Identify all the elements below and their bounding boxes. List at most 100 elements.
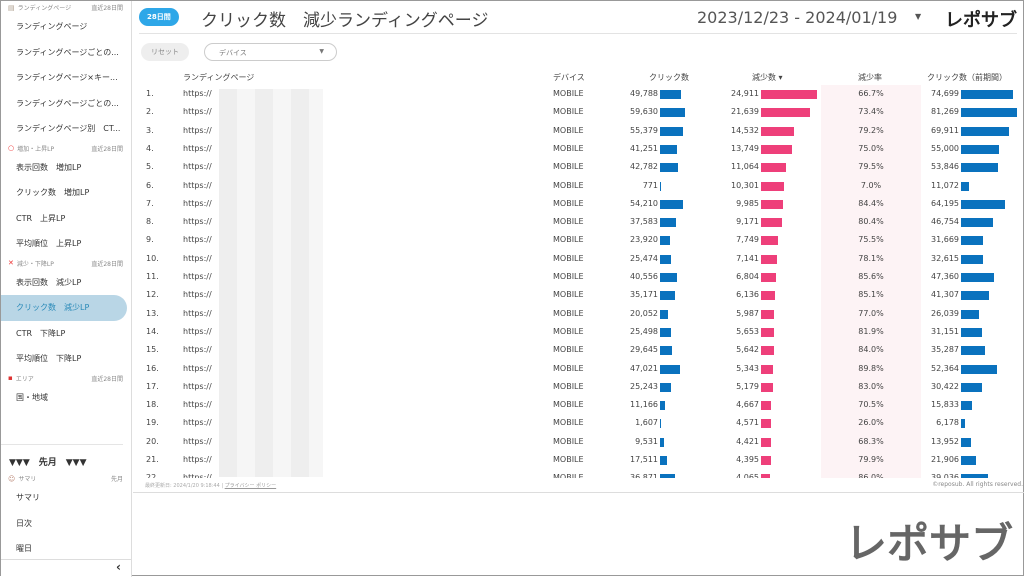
row-clicks: 42,782 xyxy=(630,162,658,172)
sidebar-item[interactable]: CTR 下降LP xyxy=(16,328,66,338)
row-url[interactable]: https:// xyxy=(183,455,212,464)
row-url[interactable]: https:// xyxy=(183,125,212,135)
table-row[interactable]: 21. https:// MOBILE 17,511 4,395 79.9% 21,906 xyxy=(133,451,1024,469)
row-url[interactable]: https:// xyxy=(183,89,212,98)
row-url[interactable]: https:// xyxy=(183,143,212,153)
table-row[interactable]: 9. https:// MOBILE 23,920 7,749 75.5% 31,669 xyxy=(133,231,1024,249)
table-row[interactable]: 8. https:// MOBILE 37,583 9,171 80.4% 46,754 xyxy=(133,213,1024,231)
table-row[interactable]: 19. https:// MOBILE 1,607 4,571 26.0% 6,178 xyxy=(133,414,1024,432)
col-header-clicks[interactable]: クリック数 xyxy=(649,73,689,82)
table-row[interactable]: 1. https:// MOBILE 49,788 24,911 66.7% 74,699 xyxy=(133,85,1024,103)
table-row[interactable]: 11. https:// MOBILE 40,556 6,804 85.6% 47,360 xyxy=(133,268,1024,286)
table-row[interactable]: 15. https:// MOBILE 29,645 5,642 84.0% 35,287 xyxy=(133,341,1024,359)
sidebar-item[interactable]: 表示回数 増加LP xyxy=(16,162,82,172)
row-url[interactable]: https:// xyxy=(183,436,212,446)
row-decrease: 13,749 xyxy=(731,143,759,153)
sidebar-item[interactable]: クリック数 増加LP xyxy=(16,188,90,198)
row-url[interactable]: https:// xyxy=(183,217,212,227)
sidebar-item[interactable]: ランディングページごとの... xyxy=(16,98,119,108)
row-url[interactable]: https:// xyxy=(183,162,212,172)
row-prev-clicks: 47,360 xyxy=(931,272,959,281)
table-row[interactable]: 7. https:// MOBILE 54,210 9,985 84.4% 64,195 xyxy=(133,195,1024,213)
table-row[interactable]: 14. https:// MOBILE 25,498 5,653 81.9% 31,151 xyxy=(133,323,1024,341)
person-icon: ☺ xyxy=(8,474,16,483)
row-index: 20. xyxy=(146,436,159,446)
sidebar-item[interactable]: 平均順位 上昇LP xyxy=(16,239,82,249)
row-url[interactable]: https:// xyxy=(183,290,212,300)
prev-clicks-bar xyxy=(961,401,972,411)
row-url[interactable]: https:// xyxy=(183,381,212,391)
sidebar-collapse-button[interactable]: ‹ xyxy=(1,559,131,577)
reset-button[interactable]: リセット xyxy=(141,43,189,61)
sidebar-item[interactable]: 日次 xyxy=(16,518,32,528)
table-row[interactable]: 5. https:// MOBILE 42,782 11,064 79.5% 53,846 xyxy=(133,158,1024,176)
row-device: MOBILE xyxy=(553,107,584,117)
row-url[interactable]: https:// xyxy=(183,180,212,190)
row-decrease: 5,179 xyxy=(736,381,759,391)
col-header-decrease-rate[interactable]: 減少率 xyxy=(858,73,882,82)
chevron-down-icon[interactable]: ▼ xyxy=(915,12,922,21)
sidebar-item[interactable]: 表示回数 減少LP xyxy=(16,277,82,287)
sidebar-item[interactable]: ランディングページ xyxy=(16,22,88,32)
col-header-device[interactable]: デバイス xyxy=(553,73,585,82)
row-url[interactable]: https:// xyxy=(183,107,212,117)
sidebar-item[interactable]: 平均順位 下降LP xyxy=(16,354,82,364)
cross-icon: ✕ xyxy=(8,259,14,267)
row-clicks: 55,379 xyxy=(630,125,658,135)
row-url[interactable]: https:// xyxy=(183,473,212,478)
table-row[interactable]: 22. https:// MOBILE 36,871 4,065 86.0% 39,036 xyxy=(133,469,1024,478)
decrease-bar xyxy=(761,456,771,465)
sidebar-item[interactable]: クリック数 減少LP xyxy=(1,295,127,321)
table-row[interactable]: 20. https:// MOBILE 9,531 4,421 68.3% 13,952 xyxy=(133,433,1024,451)
row-url[interactable]: https:// xyxy=(183,345,212,355)
row-url[interactable]: https:// xyxy=(183,326,212,336)
prev-clicks-bar xyxy=(961,90,1013,99)
privacy-link[interactable]: プライバシー ポリシー xyxy=(224,483,277,489)
sidebar-item[interactable]: サマリ xyxy=(16,493,40,503)
table-row[interactable]: 17. https:// MOBILE 25,243 5,179 83.0% 30,422 xyxy=(133,378,1024,396)
table-row[interactable]: 16. https:// MOBILE 47,021 5,343 89.8% 52,364 xyxy=(133,360,1024,378)
sidebar-item[interactable]: ランディングページごとの... xyxy=(16,47,119,57)
prev-clicks-bar xyxy=(961,144,999,154)
row-url[interactable]: https:// xyxy=(183,198,212,208)
sidebar-item[interactable]: 曜日 xyxy=(16,544,32,554)
row-url[interactable]: https:// xyxy=(183,253,212,263)
date-range-picker[interactable]: 2023/12/23 - 2024/01/19 xyxy=(697,8,898,27)
row-clicks: 23,920 xyxy=(630,235,658,245)
col-header-prev-clicks[interactable]: クリック数（前期間） xyxy=(927,73,1007,82)
sidebar-item[interactable]: 国・地域 xyxy=(16,392,48,402)
row-decrease: 10,301 xyxy=(731,180,759,190)
row-decrease-rate: 79.9% xyxy=(858,455,884,464)
sidebar-item[interactable]: ランディングページ別 CT... xyxy=(16,124,121,134)
row-url[interactable]: https:// xyxy=(183,308,212,318)
row-device: MOBILE xyxy=(553,162,584,172)
table-row[interactable]: 18. https:// MOBILE 11,166 4,667 70.5% 15,833 xyxy=(133,396,1024,414)
table-row[interactable]: 6. https:// MOBILE 771 10,301 7.0% 11,072 xyxy=(133,177,1024,195)
sidebar-item[interactable]: ランディングページ×キー... xyxy=(16,73,118,83)
row-clicks: 59,630 xyxy=(630,107,658,117)
table-row[interactable]: 4. https:// MOBILE 41,251 13,749 75.0% 55,000 xyxy=(133,140,1024,158)
col-header-landing-page[interactable]: ランディングページ xyxy=(183,73,255,82)
row-decrease: 6,804 xyxy=(736,272,759,281)
row-decrease-rate: 80.4% xyxy=(858,217,884,227)
col-header-decrease[interactable]: 減少数 ▾ xyxy=(752,73,783,82)
decrease-bar xyxy=(761,181,785,191)
device-filter-dropdown[interactable]: デバイス ▼ xyxy=(204,43,337,61)
sidebar-item[interactable]: CTR 上昇LP xyxy=(16,213,66,223)
table-row[interactable]: 3. https:// MOBILE 55,379 14,532 79.2% 69,911 xyxy=(133,122,1024,140)
row-clicks: 36,871 xyxy=(630,473,658,478)
row-url[interactable]: https:// xyxy=(183,235,212,245)
section-label-wrap: ✕ 減少・下降LP xyxy=(8,259,54,268)
table-row[interactable]: 13. https:// MOBILE 20,052 5,987 77.0% 26,039 xyxy=(133,305,1024,323)
circle-icon: ○ xyxy=(8,144,15,152)
row-url[interactable]: https:// xyxy=(183,400,212,410)
row-url[interactable]: https:// xyxy=(183,272,212,281)
row-url[interactable]: https:// xyxy=(183,363,212,373)
table-row[interactable]: 10. https:// MOBILE 25,474 7,141 78.1% 32,615 xyxy=(133,250,1024,268)
row-prev-clicks: 15,833 xyxy=(931,400,959,410)
table-row[interactable]: 12. https:// MOBILE 35,171 6,136 85.1% 41,307 xyxy=(133,286,1024,304)
row-url[interactable]: https:// xyxy=(183,418,212,428)
table-row[interactable]: 2. https:// MOBILE 59,630 21,639 73.4% 81,269 xyxy=(133,103,1024,121)
row-prev-clicks: 31,669 xyxy=(931,235,959,245)
row-decrease: 4,065 xyxy=(736,473,759,478)
